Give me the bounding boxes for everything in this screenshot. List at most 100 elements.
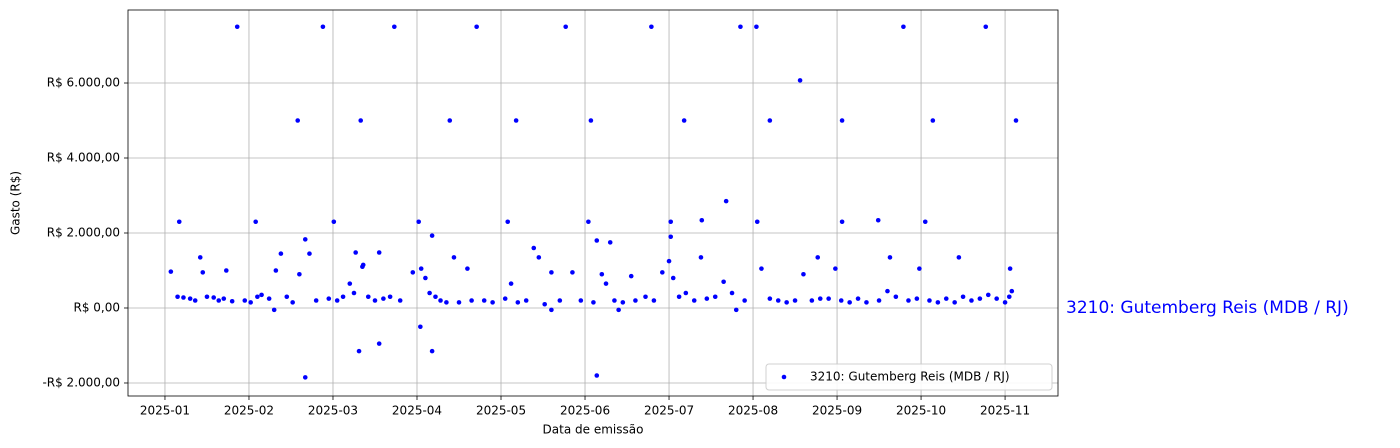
x-tick-label: 2025-02 [224,404,274,418]
point [691,298,697,303]
x-tick-label: 2025-10 [896,404,946,418]
x-tick-label: 2025-09 [812,404,862,418]
point [307,251,312,256]
point [616,307,621,313]
point [893,294,899,300]
point [855,296,861,301]
point [594,373,600,378]
point [914,296,920,301]
point [875,217,881,223]
point [376,341,382,346]
point [922,219,928,225]
point [176,219,182,225]
point [331,219,337,225]
point [444,300,449,305]
point [474,24,479,30]
point [809,298,815,303]
point [381,296,386,301]
point [181,295,186,300]
point [302,375,308,380]
point [733,307,739,313]
point [508,281,514,286]
point [356,348,362,354]
point [738,24,743,30]
point [681,118,687,123]
point [255,294,260,300]
point [429,233,435,238]
point [297,271,302,277]
point [192,298,198,303]
point [456,300,462,305]
y-tick-label: R$ 6.000,00 [47,76,120,90]
point [531,245,537,251]
point [588,118,594,123]
point [447,118,453,123]
point [549,270,554,275]
point [438,298,443,303]
point [347,281,353,286]
point [775,298,781,303]
point [248,300,253,305]
point [542,301,547,307]
point [372,298,378,303]
point [815,255,821,260]
point [887,255,893,260]
point [259,292,264,298]
x-tick-label: 2025-08 [728,404,778,418]
point [200,270,206,275]
point [864,300,869,305]
point [956,255,962,260]
point [594,238,600,243]
point [833,266,838,271]
point [977,296,983,301]
y-tick-label: R$ 4.000,00 [47,151,120,165]
x-tick-label: 2025-05 [476,404,526,418]
point [797,78,803,83]
point [505,219,511,225]
point [523,298,529,303]
point [360,262,366,268]
x-tick-label: 2025-11 [980,404,1030,418]
point [376,250,382,255]
point [666,258,672,264]
point [1002,300,1008,305]
point [901,24,906,30]
point [847,300,852,305]
legend-label: 3210: Gutemberg Reis (MDB / RJ) [810,370,1010,384]
point [952,300,957,305]
y-tick-label: R$ 0,00 [73,300,120,314]
point [221,296,227,301]
point [313,298,319,303]
point [1007,266,1013,271]
point [906,298,911,303]
point [651,298,657,303]
point [723,198,729,204]
point [885,288,890,294]
point [839,219,845,225]
point [353,250,358,255]
point [607,240,613,245]
point [712,294,718,300]
point [451,255,457,260]
point [570,270,575,275]
point [704,296,710,301]
y-tick-label: R$ 2.000,00 [47,225,120,239]
legend-box [765,363,1053,391]
point [754,219,760,225]
point [423,275,428,281]
point [628,273,634,279]
point [960,294,966,300]
point [365,294,371,300]
point [223,268,229,273]
point [549,307,554,313]
point [767,118,773,123]
point [633,298,638,303]
point [683,290,689,296]
point [234,24,240,30]
point [290,300,295,305]
point [469,298,474,303]
point [817,296,823,301]
y-axis-label: Gasto (R$) [9,171,23,235]
point [326,296,332,301]
